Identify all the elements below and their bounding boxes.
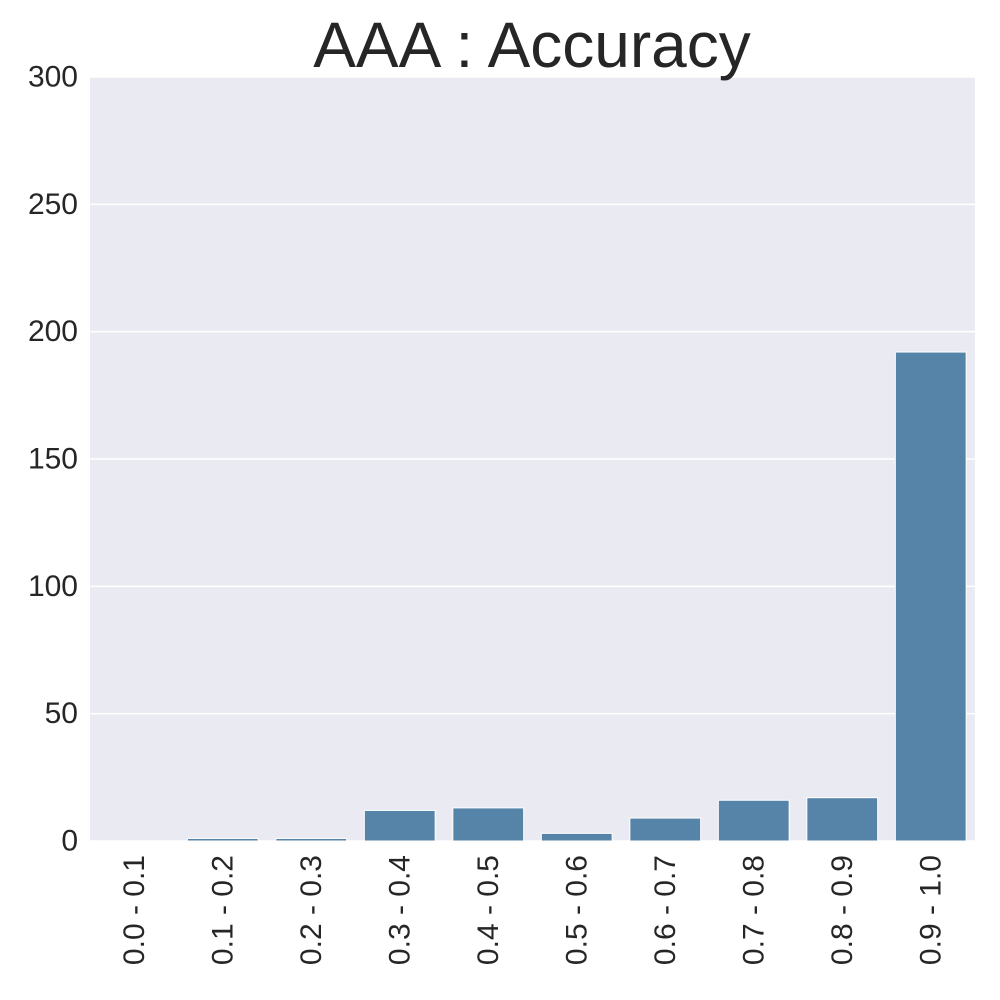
chart-title: AAA : Accuracy [313,9,751,81]
y-tick-label: 200 [28,315,78,348]
x-tick-labels: 0.0 - 0.1 0.1 - 0.2 0.2 - 0.3 0.3 - 0.4 0.4 … [118,855,948,965]
x-tick-label: 0.2 - 0.3 [295,855,328,965]
bar [717,799,790,842]
x-tick-label: 0.5 - 0.6 [560,855,593,965]
y-tick-labels: 0 50 100 150 200 250 300 [28,61,78,858]
y-tick-label: 250 [28,188,78,221]
bar [894,351,967,842]
x-tick-label: 0.4 - 0.5 [472,855,505,965]
bar [452,807,525,842]
bar [540,832,613,842]
x-tick-label: 0.8 - 0.9 [826,855,859,965]
x-tick-label: 0.0 - 0.1 [118,855,151,965]
y-tick-label: 0 [61,825,78,858]
y-tick-label: 100 [28,570,78,603]
bar [186,837,259,842]
bars [186,351,967,842]
bar [275,837,348,842]
x-tick-label: 0.3 - 0.4 [383,855,416,965]
bar [363,809,436,842]
y-tick-label: 300 [28,61,78,94]
x-tick-label: 0.7 - 0.8 [737,855,770,965]
y-tick-label: 150 [28,443,78,476]
y-tick-label: 50 [45,697,78,730]
x-tick-label: 0.1 - 0.2 [206,855,239,965]
bar [629,817,702,842]
bar [806,797,879,842]
x-tick-label: 0.6 - 0.7 [649,855,682,965]
x-tick-label: 0.9 - 1.0 [914,855,947,965]
